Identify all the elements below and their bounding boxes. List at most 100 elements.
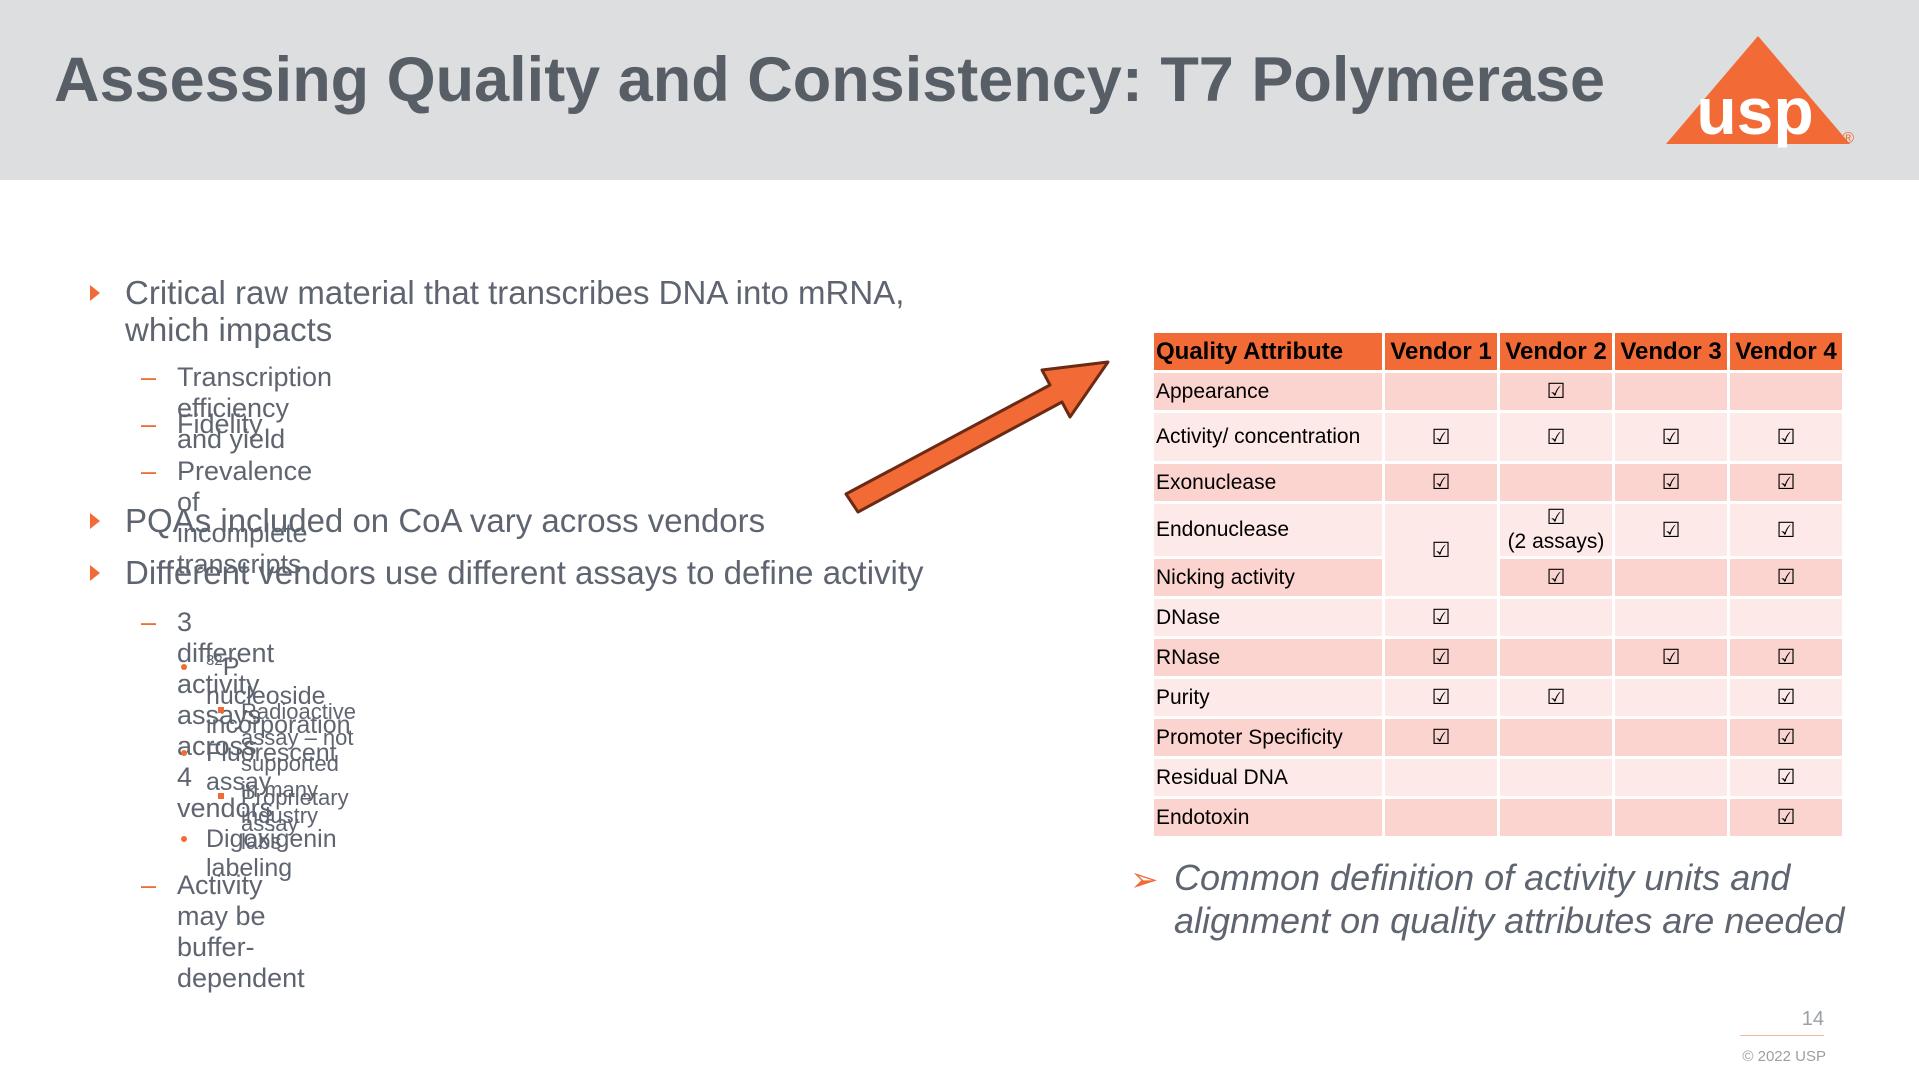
row-attr: Activity/ concentration <box>1151 410 1385 464</box>
dot-bullet-icon <box>181 836 187 842</box>
check-cell <box>1497 596 1615 639</box>
check-cell: ☑ <box>1727 756 1845 799</box>
row-attr: Nicking activity <box>1151 556 1385 599</box>
check-cell: ☑ <box>1727 410 1845 464</box>
check-cell: ☑ <box>1497 556 1615 599</box>
check-cell-merged: ☑ <box>1382 501 1500 599</box>
bullet-1-sub-3: Prevalence of incomplete transcripts <box>177 456 313 579</box>
check-cell: ☑ <box>1382 410 1500 464</box>
bullet-1-sub-2: Fidelity <box>177 409 263 439</box>
check-cell <box>1497 461 1615 504</box>
page-number: 14 <box>1740 1008 1824 1036</box>
bullet-2: PQAs included on CoA vary across vendors <box>125 502 766 539</box>
bullet-3: Different vendors use different assays t… <box>125 554 924 591</box>
check-cell: ☑ <box>1727 796 1845 839</box>
check-cell <box>1497 716 1615 759</box>
check-cell <box>1612 370 1730 413</box>
check-cell: ☑ <box>1727 676 1845 719</box>
check-cell <box>1612 756 1730 799</box>
row-attr: DNase <box>1151 596 1385 639</box>
check-cell <box>1497 796 1615 839</box>
table-row: Residual DNA ☑ <box>1151 756 1845 799</box>
table-row: Endonuclease ☑ ☑ (2 assays) ☑ ☑ <box>1151 501 1845 599</box>
bullet-3-sub-1-item-b-detail: Proprietary assay <box>241 785 349 836</box>
dash-icon: – <box>141 607 157 637</box>
check-cell <box>1612 596 1730 639</box>
bullet-triangle-icon <box>90 285 100 301</box>
row-attr: RNase <box>1151 636 1385 679</box>
check-cell: ☑ <box>1612 410 1730 464</box>
check-cell <box>1497 756 1615 799</box>
check-cell: ☑ <box>1727 636 1845 679</box>
pointer-arrow-icon <box>844 360 1110 514</box>
check-cell: ☑ <box>1727 556 1845 599</box>
check-cell: ☑ <box>1497 370 1615 413</box>
superscript-32: 32 <box>206 652 223 669</box>
check-cell: ☑ <box>1382 596 1500 639</box>
row-attr: Purity <box>1151 676 1385 719</box>
bullet-3-sub-1-item-b: Fluorescent assay <box>206 739 337 796</box>
callout-text: Common definition of activity units and … <box>1174 857 1845 941</box>
check-cell: ☑ <box>1382 636 1500 679</box>
arrowhead-bullet-icon: ➢ <box>1130 861 1159 899</box>
copyright-text: © 2022 USP <box>1742 1048 1826 1065</box>
check-cell: ☑ <box>1612 501 1730 559</box>
bullet-triangle-icon <box>90 513 100 529</box>
bullet-1-sub-1: Transcription efficiency and yield <box>177 362 333 454</box>
table-row: Appearance ☑ <box>1151 370 1845 413</box>
quality-attribute-table: Quality Attribute Vendor 1 Vendor 2 Vend… <box>1151 330 1845 839</box>
check-cell: ☑ <box>1727 501 1845 559</box>
bullet-3-sub-1-item-a: 32P nucleoside incorporation <box>206 653 351 740</box>
header-vendor-2: Vendor 2 <box>1497 330 1615 373</box>
table-row: Endotoxin ☑ <box>1151 796 1845 839</box>
dot-bullet-icon <box>181 750 187 756</box>
check-cell <box>1612 556 1730 599</box>
row-attr: Endonuclease <box>1151 501 1385 559</box>
page-title: Assessing Quality and Consistency: T7 Po… <box>54 45 1606 115</box>
bullet-3-sub-1-item-c: Digoxigenin labeling <box>206 825 337 882</box>
bullet-3-sub-1-item-a-detail: Radioactive assay – not supported in man… <box>241 699 356 854</box>
check-cell: ☑ <box>1382 716 1500 759</box>
bullet-3-sub-2: Activity may be buffer-dependent <box>177 870 305 993</box>
header-vendor-3: Vendor 3 <box>1612 330 1730 373</box>
check-cell: ☑ <box>1612 636 1730 679</box>
square-bullet-icon <box>218 793 224 799</box>
check-cell <box>1727 596 1845 639</box>
table-row: Purity ☑ ☑ ☑ <box>1151 676 1845 719</box>
logo-text: usp <box>1696 74 1813 148</box>
header-quality-attribute: Quality Attribute <box>1151 330 1385 373</box>
table-row: Nicking activity ☑ ☑ <box>1151 556 1845 599</box>
dash-icon: – <box>141 870 157 900</box>
row-attr: Residual DNA <box>1151 756 1385 799</box>
check-cell: ☑ <box>1612 461 1730 504</box>
bullet-3-sub-1: 3 different activity assays across 4 ven… <box>177 607 275 823</box>
item-a-text: P nucleoside incorporation <box>206 653 351 739</box>
square-bullet-icon <box>218 707 224 713</box>
check-cell: ☑ <box>1497 410 1615 464</box>
assay-note: (2 assays) <box>1507 530 1605 553</box>
row-attr: Appearance <box>1151 370 1385 413</box>
logo-registered-mark: ® <box>1842 130 1854 147</box>
dash-icon: – <box>141 362 157 392</box>
slide-header: Assessing Quality and Consistency: T7 Po… <box>0 0 1919 180</box>
row-attr: Promoter Specificity <box>1151 716 1385 759</box>
check-cell <box>1612 796 1730 839</box>
table-row: DNase ☑ <box>1151 596 1845 639</box>
table-row: Promoter Specificity ☑ ☑ <box>1151 716 1845 759</box>
check-cell <box>1612 676 1730 719</box>
check-cell: ☑ <box>1727 461 1845 504</box>
check-cell: ☑ <box>1382 676 1500 719</box>
table-row: Activity/ concentration ☑ ☑ ☑ ☑ <box>1151 410 1845 464</box>
table-row: Exonuclease ☑ ☑ ☑ <box>1151 461 1845 504</box>
check-cell: ☑ <box>1497 676 1615 719</box>
check-cell: ☑ <box>1727 716 1845 759</box>
check-cell <box>1727 370 1845 413</box>
bullet-triangle-icon <box>90 565 100 581</box>
check-cell <box>1612 716 1730 759</box>
logo-triangle-icon <box>1666 36 1850 144</box>
dash-icon: – <box>141 409 157 439</box>
check-cell <box>1497 636 1615 679</box>
header-vendor-4: Vendor 4 <box>1727 330 1845 373</box>
bullet-1: Critical raw material that transcribes D… <box>125 274 905 348</box>
dot-bullet-icon <box>181 664 187 670</box>
